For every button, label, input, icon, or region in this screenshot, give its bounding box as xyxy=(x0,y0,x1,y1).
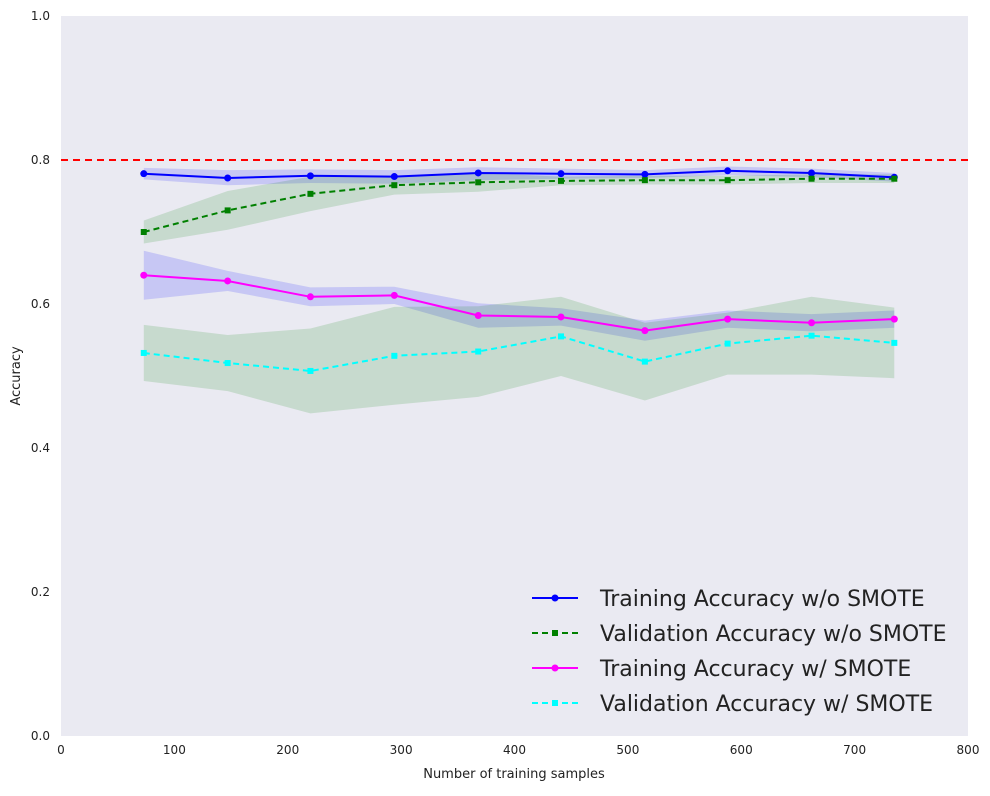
x-tick-label-2: 100 xyxy=(163,743,186,757)
legend-label-2: Validation Accuracy w/o SMOTE xyxy=(600,622,947,647)
data-point-s3-9 xyxy=(808,319,816,327)
y-tick-label-5: 0.8 xyxy=(31,153,50,167)
legend: Training Accuracy w/o SMOTE Validation Ac… xyxy=(532,587,947,717)
confidence-band-series-4 xyxy=(143,296,895,414)
data-point-s4-1 xyxy=(140,349,147,356)
data-point-s2-7 xyxy=(641,177,648,184)
data-point-s4-8 xyxy=(724,340,731,347)
series-line-1 xyxy=(143,169,895,180)
data-point-s3-7 xyxy=(641,327,649,335)
x-tick-label-1: 0 xyxy=(57,743,65,757)
x-tick-label-3: 200 xyxy=(276,743,299,757)
x-tick-label-5: 400 xyxy=(503,743,526,757)
data-point-s2-4 xyxy=(391,182,398,189)
data-point-s2-8 xyxy=(724,177,731,184)
confidence-band-series-3 xyxy=(143,250,895,341)
data-point-s3-4 xyxy=(390,291,398,299)
data-point-s4-5 xyxy=(475,348,482,355)
plot-area xyxy=(61,16,968,736)
data-point-s3-6 xyxy=(557,313,565,321)
data-point-s1-1 xyxy=(140,170,148,178)
y-axis-ticks: 0.0 0.2 0.4 0.6 0.8 1.0 xyxy=(31,9,50,743)
data-point-s3-8 xyxy=(724,315,732,323)
x-tick-label-4: 300 xyxy=(390,743,413,757)
data-point-s1-2 xyxy=(224,174,232,182)
data-point-s3-2 xyxy=(224,277,232,285)
x-tick-label-9: 800 xyxy=(957,743,980,757)
data-point-s4-6 xyxy=(557,333,564,340)
series-markers xyxy=(140,167,898,374)
legend-label-4: Validation Accuracy w/ SMOTE xyxy=(600,692,933,717)
data-point-s4-9 xyxy=(808,332,815,339)
x-tick-label-7: 600 xyxy=(730,743,753,757)
data-point-s4-4 xyxy=(391,352,398,359)
data-point-s4-2 xyxy=(224,360,231,367)
data-point-s2-1 xyxy=(140,229,147,235)
x-tick-label-8: 700 xyxy=(843,743,866,757)
series-line-3 xyxy=(143,274,895,332)
legend-swatch-marker-3 xyxy=(551,664,559,672)
data-point-s2-2 xyxy=(224,207,231,214)
legend-swatch-marker-4 xyxy=(552,700,558,706)
x-tick-label-6: 500 xyxy=(616,743,639,757)
data-point-s3-3 xyxy=(306,293,314,301)
data-point-s2-9 xyxy=(808,175,815,182)
legend-swatch-marker-2 xyxy=(552,630,558,636)
data-point-s2-10 xyxy=(891,175,898,182)
data-point-s1-8 xyxy=(724,167,732,175)
series-line-4 xyxy=(143,334,895,373)
y-tick-label-2: 0.2 xyxy=(31,585,50,599)
data-point-s1-5 xyxy=(474,169,482,177)
legend-swatch-marker-1 xyxy=(551,594,559,602)
series-line-2 xyxy=(143,177,895,233)
data-point-s1-9 xyxy=(808,169,816,177)
data-point-s1-7 xyxy=(641,170,649,178)
data-point-s3-5 xyxy=(474,312,482,320)
data-point-s1-3 xyxy=(306,172,314,180)
y-tick-label-1: 0.0 xyxy=(31,729,50,743)
data-point-s2-5 xyxy=(475,179,482,186)
data-point-s4-3 xyxy=(307,367,314,374)
data-point-s4-10 xyxy=(891,339,898,346)
y-axis-label: Accuracy xyxy=(9,346,24,406)
data-point-s3-1 xyxy=(140,271,148,279)
data-point-s4-7 xyxy=(641,358,648,365)
data-point-s3-10 xyxy=(890,315,898,323)
data-point-s2-6 xyxy=(557,177,564,184)
x-axis-ticks: 0 100 200 300 400 500 600 700 800 xyxy=(57,743,979,757)
data-point-s1-6 xyxy=(557,170,565,178)
legend-label-1: Training Accuracy w/o SMOTE xyxy=(599,587,925,612)
x-axis-label: Number of training samples xyxy=(423,767,605,782)
y-tick-label-4: 0.6 xyxy=(31,297,50,311)
legend-label-3: Training Accuracy w/ SMOTE xyxy=(599,657,911,682)
data-point-s1-4 xyxy=(390,173,398,181)
data-point-s2-3 xyxy=(307,190,314,197)
y-tick-label-3: 0.4 xyxy=(31,441,50,455)
y-tick-label-6: 1.0 xyxy=(31,9,50,23)
series-lines xyxy=(143,169,895,373)
confidence-band-series-2 xyxy=(143,173,895,244)
